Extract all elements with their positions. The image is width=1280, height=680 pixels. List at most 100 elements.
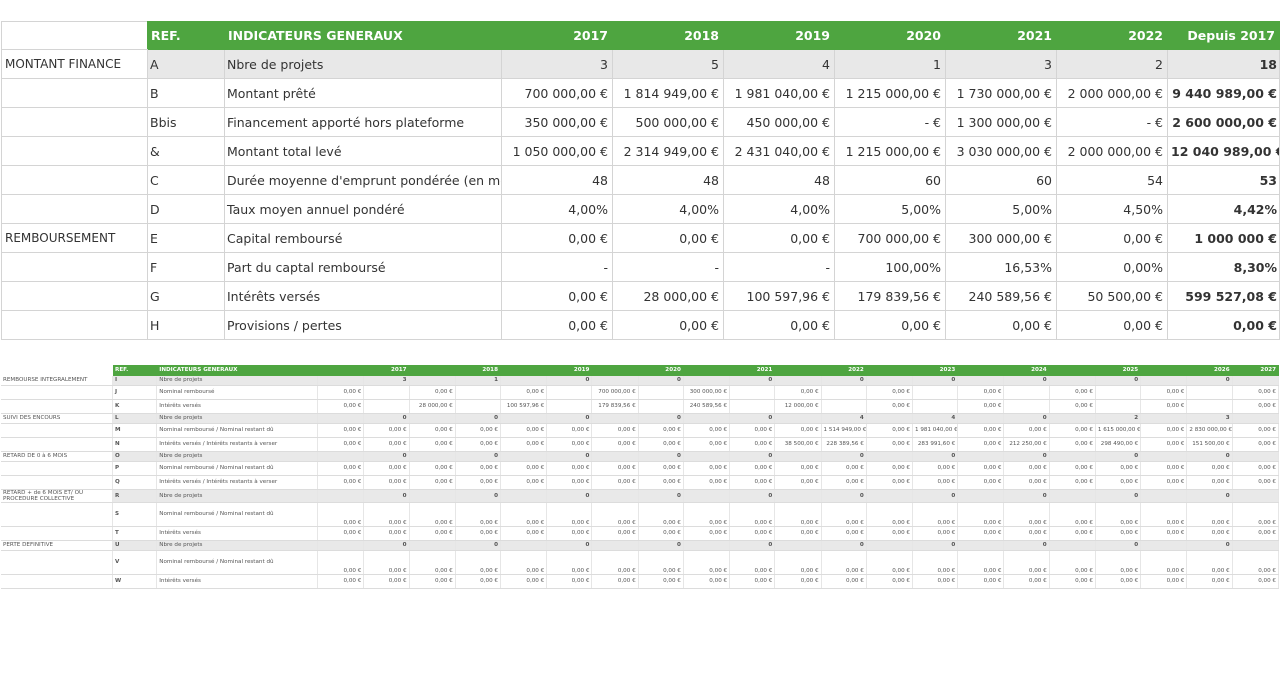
value-cell: 5,00% [834,194,946,224]
detail-value-cell: 0,00 € [1140,502,1188,527]
detail-row-label: Intérêts versés / Intérêts restants à ve… [156,475,319,490]
detail-value-cell: 0,00 € [683,550,731,575]
detail-value-cell [866,540,914,551]
detail-value-cell: 0,00 € [455,526,501,541]
detail-row: PERTE DEFINITIVE U Nbre de projets 0 0 0 0 0 0 0 0… [1,540,1280,551]
detail-header-ref: REF. [112,365,158,376]
detail-value-cell: 0,00 € [1095,475,1142,490]
header-year-2020: 2020 [834,21,946,50]
detail-value-cell: 0,00 € [638,574,684,589]
value-cell: 0,00 € [501,281,613,311]
detail-value-cell [774,451,822,462]
detail-header-blank [1,365,114,376]
value-cell: 2 000 000,00 € [1056,136,1168,166]
detail-value-cell: 0,00 € [866,574,914,589]
detail-value-cell: 0,00 € [638,502,684,527]
detail-value-cell: 0,00 € [1049,475,1096,490]
value-cell: 0,00 € [723,223,835,253]
detail-value-cell [591,451,639,462]
detail-value-cell [683,375,731,386]
detail-value-cell: 3 [363,375,410,386]
detail-row: M Nominal remboursé / Nominal restant dû 0… [1,423,1280,438]
detail-value-cell: 151 500,00 € [1186,437,1233,452]
detail-value-cell: 0 [729,375,776,386]
detail-value-cell: 0,00 € [1232,437,1280,452]
value-cell: 100 597,96 € [723,281,835,311]
detail-value-cell: 0,00 € [409,475,456,490]
value-cell: 0,00 € [1056,310,1168,340]
value-cell: 100,00% [834,252,946,282]
value-cell: 0,00% [1056,252,1168,282]
value-cell: - € [1056,107,1168,137]
detail-value-cell: 0,00 € [1232,475,1280,490]
detail-row-ref: M [112,423,158,438]
detail-section-label [1,574,114,589]
value-cell: 1 814 949,00 € [612,78,724,108]
value-cell: 700 000,00 € [501,78,613,108]
detail-value-cell: 0,00 € [1003,574,1050,589]
detail-value-cell: 0,00 € [729,550,776,575]
detail-value-cell: 0 [821,375,867,386]
detail-value-cell: 0 [729,451,776,462]
detail-value-cell [1232,451,1280,462]
value-cell: 1 [834,49,946,79]
value-cell: 2 000 000,00 € [1056,78,1168,108]
detail-value-cell: 0,00 € [821,475,867,490]
detail-value-cell: 0,00 € [821,502,867,527]
detail-value-cell: 0,00 € [591,475,639,490]
detail-value-cell: 0,00 € [409,437,456,452]
detail-value-cell: 0,00 € [1232,574,1280,589]
detail-value-cell: 0,00 € [1140,574,1188,589]
detail-value-cell: 0,00 € [866,437,914,452]
detail-row-label: Nominal remboursé / Nominal restant dû [156,502,319,527]
detail-value-cell: 4 [821,413,867,424]
detail-value-cell: 0 [1186,375,1233,386]
value-cell: 60 [945,165,1057,195]
table-row: B Montant prêté 700 000,00 €1 814 949,00 €… [1,78,1280,108]
detail-value-cell [957,375,1005,386]
detail-value-cell [317,540,365,551]
header-total: Depuis 2017 [1167,21,1280,50]
detail-value-cell: 0,00 € [500,385,548,400]
value-cell: - [501,252,613,282]
detail-row-ref: T [112,526,158,541]
detail-row-ref: R [112,489,158,503]
header-year-2022: 2022 [1056,21,1168,50]
detail-value-cell: 0,00 € [500,461,548,476]
total-cell: 53 [1167,165,1280,195]
detail-value-cell: 1 514 949,00 € [821,423,867,438]
detail-value-cell: 3 [1186,413,1233,424]
row-label: Durée moyenne d'emprunt pondérée (en moi… [224,165,502,195]
detail-value-cell [500,375,548,386]
detail-value-cell [317,489,365,503]
detail-value-cell [683,451,731,462]
detail-value-cell: 0,00 € [455,574,501,589]
detail-value-cell [1049,413,1096,424]
detail-value-cell: 2 830 000,00 € [1186,423,1233,438]
detail-value-cell: 0 [363,540,410,551]
detail-value-cell: 0 [1095,540,1142,551]
detail-value-cell: 0,00 € [500,574,548,589]
detail-value-cell [591,489,639,503]
detail-value-cell: 0,00 € [500,437,548,452]
total-cell: 4,42% [1167,194,1280,224]
detail-value-cell: 0,00 € [1186,526,1233,541]
total-cell: 12 040 989,00 € [1167,136,1280,166]
detail-section-label [1,423,114,438]
detail-value-cell: 0,00 € [591,526,639,541]
detail-row: REMBOURSE INTEGRALEMENT I Nbre de projets 3… [1,375,1280,386]
detail-value-cell [1003,399,1050,414]
detail-value-cell: 1 615 000,00 € [1095,423,1142,438]
value-cell: 450 000,00 € [723,107,835,137]
detail-value-cell [1049,451,1096,462]
detail-value-cell: 0,00 € [774,385,822,400]
detail-value-cell: 0,00 € [1140,526,1188,541]
detail-value-cell: 0,00 € [1140,385,1188,400]
detail-value-cell: 0,00 € [1140,399,1188,414]
detail-value-cell: 0,00 € [866,502,914,527]
detail-value-cell: 0,00 € [683,475,731,490]
detail-value-cell: 38 500,00 € [774,437,822,452]
row-ref: H [147,310,225,340]
detail-row-ref: J [112,385,158,400]
detail-section-label: RETARD DE 0 à 6 MOIS [1,451,114,462]
